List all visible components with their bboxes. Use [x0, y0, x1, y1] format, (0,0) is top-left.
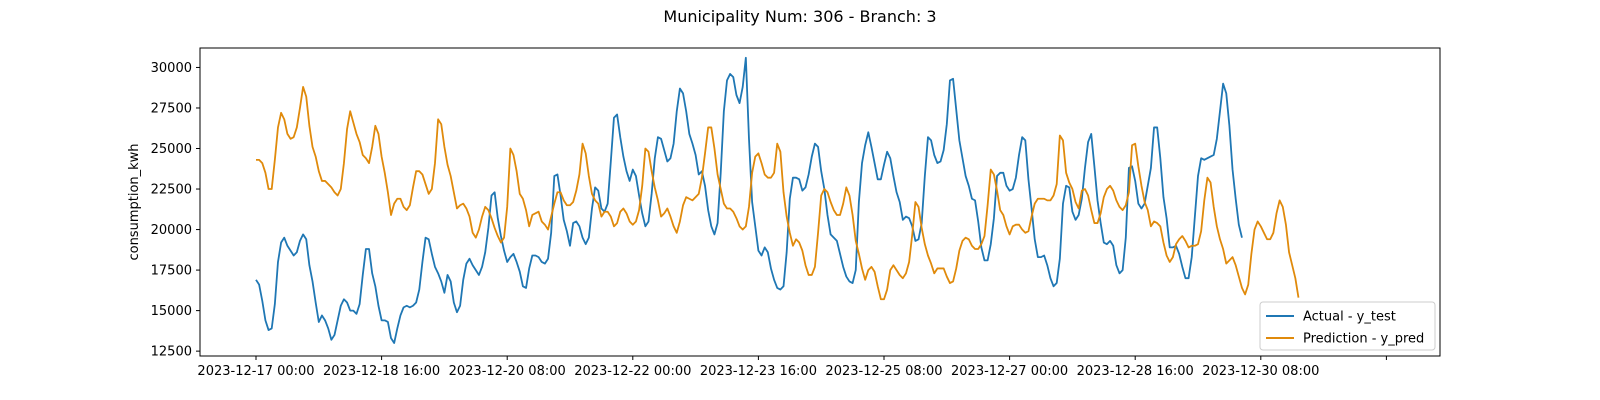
x-tick-label: 2023-12-23 16:00 — [700, 364, 817, 379]
y-tick-label: 22500 — [151, 183, 192, 198]
y-tick-label: 17500 — [151, 264, 192, 279]
y-tick-label: 25000 — [151, 142, 192, 157]
x-tick-label: 2023-12-25 08:00 — [825, 364, 942, 379]
x-tick-label: 2023-12-30 08:00 — [1202, 364, 1319, 379]
x-tick-label: 2023-12-27 00:00 — [951, 364, 1068, 379]
y-tick-label: 15000 — [151, 304, 192, 319]
x-tick-label: 2023-12-28 16:00 — [1077, 364, 1194, 379]
legend-label: Prediction - y_pred — [1303, 332, 1424, 347]
legend: Actual - y_test Prediction - y_pred — [1259, 301, 1436, 351]
y-tick-label: 30000 — [151, 61, 192, 76]
chart-title: Municipality Num: 306 - Branch: 3 — [663, 7, 936, 26]
series-line-1 — [256, 86, 1300, 301]
y-tick-label: 20000 — [151, 223, 192, 238]
y-axis: 12500 15000 17500 20000 22500 25000 27500 30000 — [151, 61, 200, 360]
x-tick-label: 2023-12-18 16:00 — [323, 364, 440, 379]
plot-area-frame — [199, 47, 1441, 357]
x-tick-label: 2023-12-22 00:00 — [574, 364, 691, 379]
series-layer — [255, 56, 1300, 344]
x-tick-label: 2023-12-17 00:00 — [197, 364, 314, 379]
legend-label: Actual - y_test — [1303, 310, 1396, 325]
series-line-0 — [255, 56, 1243, 344]
y-tick-label: 27500 — [151, 101, 192, 116]
y-axis-label: consumption_kwh — [127, 143, 142, 260]
y-tick-label: 12500 — [151, 345, 192, 360]
x-tick-label: 2023-12-20 08:00 — [449, 364, 566, 379]
x-axis: 2023-12-17 00:00 2023-12-18 16:00 2023-12-… — [197, 356, 1387, 379]
legend-box — [1259, 301, 1436, 351]
